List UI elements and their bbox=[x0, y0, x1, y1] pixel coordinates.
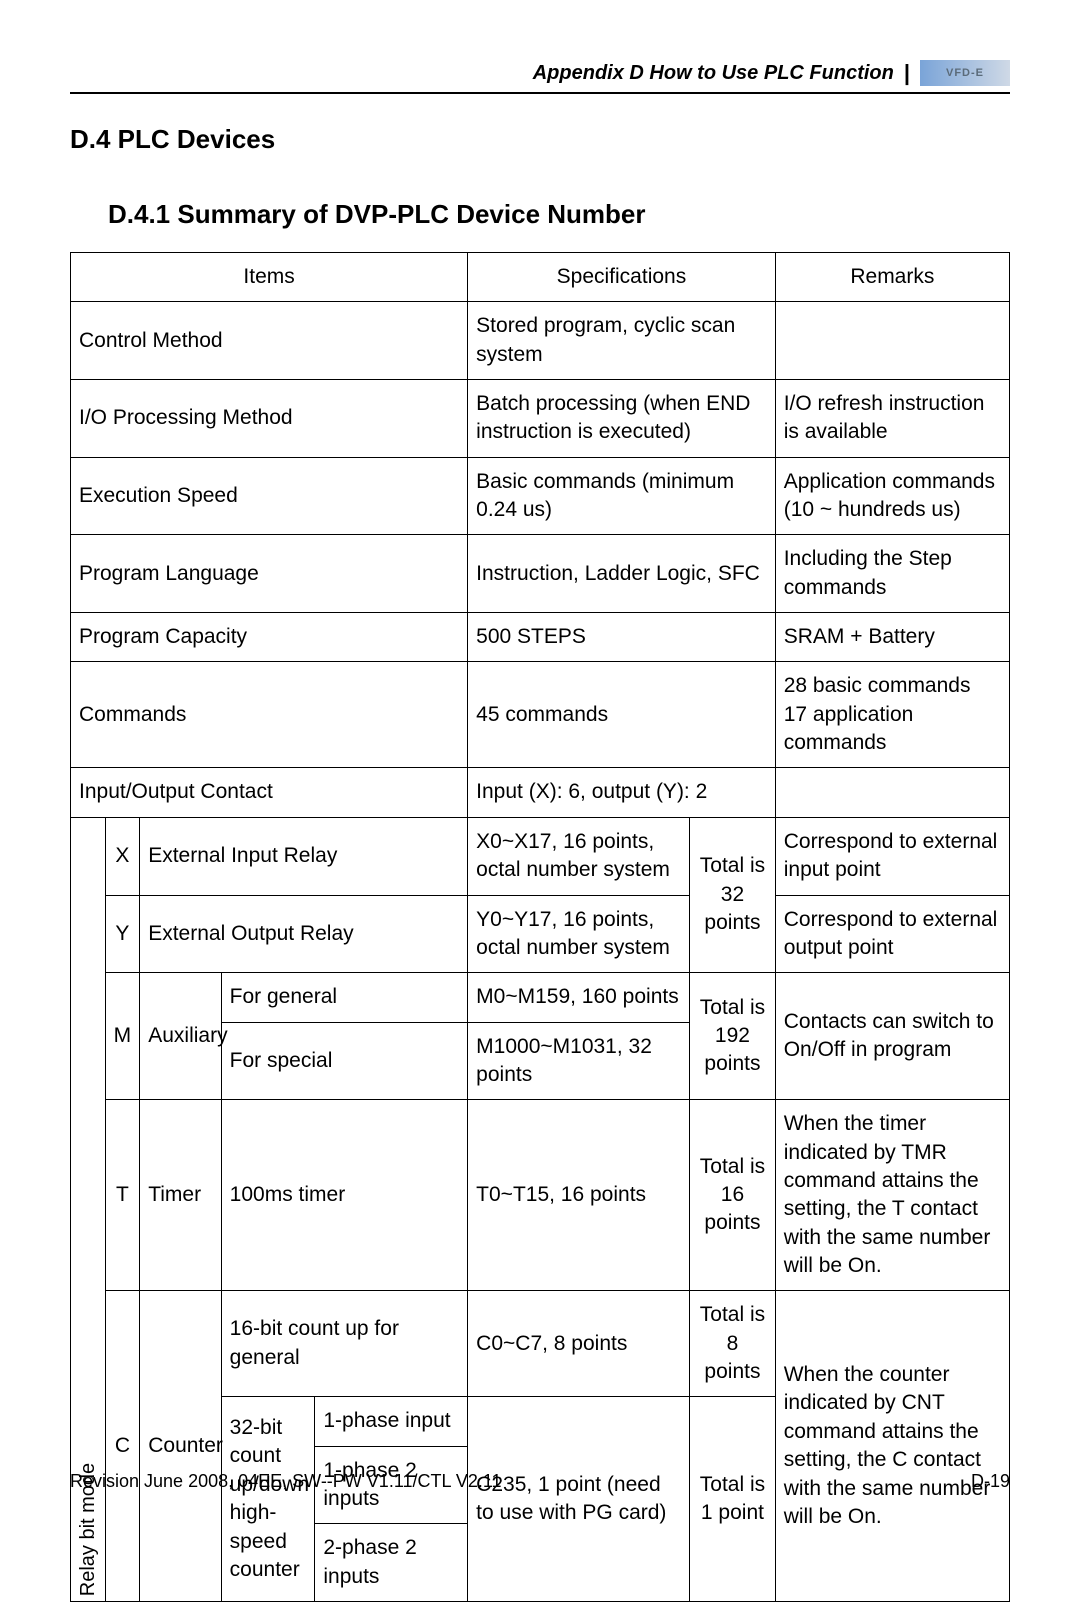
phase-cell: 1-phase input bbox=[315, 1397, 468, 1446]
total-cell: Total is 8 points bbox=[690, 1291, 776, 1397]
remark-cell: When the counter indicated by CNT comman… bbox=[775, 1291, 1009, 1602]
total-cell: Total is 192 points bbox=[690, 973, 776, 1100]
sub-label-cell: 100ms timer bbox=[221, 1100, 468, 1291]
total-cell: Total is 16 points bbox=[690, 1100, 776, 1291]
total-cell: Total is 1 point bbox=[690, 1397, 776, 1602]
item-cell: I/O Processing Method bbox=[71, 380, 468, 458]
table-row: Relay bit mode X External Input Relay X0… bbox=[71, 817, 1010, 895]
sub-label-cell: 32-bit count up/down high-speed counter bbox=[221, 1397, 315, 1602]
spec-cell: M0~M159, 160 points bbox=[468, 973, 690, 1022]
remark-cell bbox=[775, 302, 1009, 380]
remark-cell: I/O refresh instruction is available bbox=[775, 380, 1009, 458]
section-heading: D.4 PLC Devices bbox=[70, 124, 1010, 155]
spec-cell: Instruction, Ladder Logic, SFC bbox=[468, 535, 776, 613]
remark-cell: Correspond to external output point bbox=[775, 895, 1009, 973]
remark-cell: SRAM + Battery bbox=[775, 613, 1009, 662]
col-specs: Specifications bbox=[468, 253, 776, 302]
symbol-cell: C bbox=[105, 1291, 140, 1602]
remark-cell: Application commands (10 ~ hundreds us) bbox=[775, 457, 1009, 535]
remark-cell: Including the Step commands bbox=[775, 535, 1009, 613]
sub-label-cell: 16-bit count up for general bbox=[221, 1291, 468, 1397]
table-row: Execution Speed Basic commands (minimum … bbox=[71, 457, 1010, 535]
item-cell: Commands bbox=[71, 662, 468, 768]
item-cell: Execution Speed bbox=[71, 457, 468, 535]
spec-cell: Input (X): 6, output (Y): 2 bbox=[468, 768, 776, 817]
device-name-cell: External Input Relay bbox=[140, 817, 468, 895]
table-row: C Counter 16-bit count up for general C0… bbox=[71, 1291, 1010, 1397]
remark-cell bbox=[775, 768, 1009, 817]
spec-cell: C0~C7, 8 points bbox=[468, 1291, 690, 1397]
sub-label-cell: For special bbox=[221, 1022, 468, 1100]
col-items: Items bbox=[71, 253, 468, 302]
table-row: Program Capacity 500 STEPS SRAM + Batter… bbox=[71, 613, 1010, 662]
table-row: I/O Processing Method Batch processing (… bbox=[71, 380, 1010, 458]
device-name-cell: Counter bbox=[140, 1291, 221, 1602]
spec-cell: Basic commands (minimum 0.24 us) bbox=[468, 457, 776, 535]
subsection-heading: D.4.1 Summary of DVP-PLC Device Number bbox=[108, 199, 1010, 230]
spec-cell: C235, 1 point (need to use with PG card) bbox=[468, 1397, 690, 1602]
spec-cell: Batch processing (when END instruction i… bbox=[468, 380, 776, 458]
spec-cell: 45 commands bbox=[468, 662, 776, 768]
remark-cell: 28 basic commands 17 application command… bbox=[775, 662, 1009, 768]
symbol-cell: X bbox=[105, 817, 140, 895]
table-row: Input/Output Contact Input (X): 6, outpu… bbox=[71, 768, 1010, 817]
footer-revision: Revision June 2008, 04EE, SW--PW V1.11/C… bbox=[70, 1471, 502, 1492]
footer-page-number: D-19 bbox=[971, 1471, 1010, 1492]
total-cell: Total is 32 points bbox=[690, 817, 776, 972]
table-row: Commands 45 commands 28 basic commands 1… bbox=[71, 662, 1010, 768]
table-row: M Auxiliary For general M0~M159, 160 poi… bbox=[71, 973, 1010, 1022]
brand-logo: VFD-E bbox=[920, 60, 1010, 86]
table-row: T Timer 100ms timer T0~T15, 16 points To… bbox=[71, 1100, 1010, 1291]
spec-cell: X0~X17, 16 points, octal number system bbox=[468, 817, 690, 895]
spec-cell: Stored program, cyclic scan system bbox=[468, 302, 776, 380]
header-rule bbox=[70, 92, 1010, 94]
spec-cell: M1000~M1031, 32 points bbox=[468, 1022, 690, 1100]
device-name-cell: External Output Relay bbox=[140, 895, 468, 973]
divider-bar: | bbox=[904, 60, 910, 86]
item-cell: Input/Output Contact bbox=[71, 768, 468, 817]
symbol-cell: M bbox=[105, 973, 140, 1100]
col-remarks: Remarks bbox=[775, 253, 1009, 302]
device-name-cell: Timer bbox=[140, 1100, 221, 1291]
table-header-row: Items Specifications Remarks bbox=[71, 253, 1010, 302]
table-row: Y External Output Relay Y0~Y17, 16 point… bbox=[71, 895, 1010, 973]
table-row: Control Method Stored program, cyclic sc… bbox=[71, 302, 1010, 380]
spec-table: Items Specifications Remarks Control Met… bbox=[70, 252, 1010, 1602]
remark-cell: Correspond to external input point bbox=[775, 817, 1009, 895]
symbol-cell: T bbox=[105, 1100, 140, 1291]
appendix-title: Appendix D How to Use PLC Function bbox=[533, 62, 894, 85]
item-cell: Control Method bbox=[71, 302, 468, 380]
symbol-cell: Y bbox=[105, 895, 140, 973]
remark-cell: Contacts can switch to On/Off in program bbox=[775, 973, 1009, 1100]
item-cell: Program Capacity bbox=[71, 613, 468, 662]
item-cell: Program Language bbox=[71, 535, 468, 613]
remark-cell: When the timer indicated by TMR command … bbox=[775, 1100, 1009, 1291]
device-name-cell: Auxiliary bbox=[140, 973, 221, 1100]
spec-cell: Y0~Y17, 16 points, octal number system bbox=[468, 895, 690, 973]
sub-label-cell: For general bbox=[221, 973, 468, 1022]
phase-cell: 2-phase 2 inputs bbox=[315, 1524, 468, 1602]
spec-cell: 500 STEPS bbox=[468, 613, 776, 662]
spec-cell: T0~T15, 16 points bbox=[468, 1100, 690, 1291]
table-row: Program Language Instruction, Ladder Log… bbox=[71, 535, 1010, 613]
